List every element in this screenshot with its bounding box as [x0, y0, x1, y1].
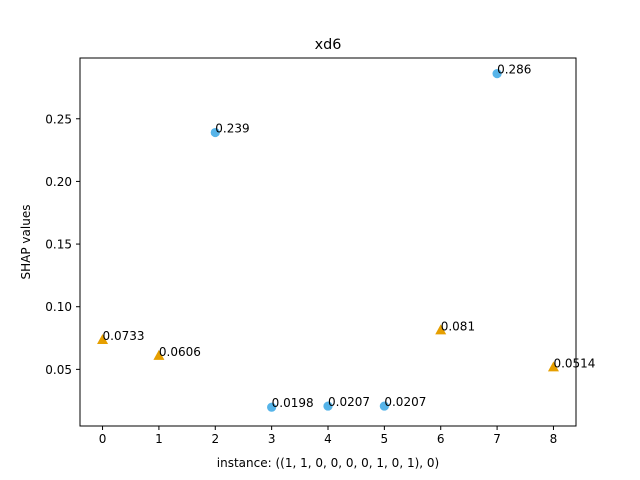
data-label: 0.286	[497, 63, 531, 77]
plot-area: 0 1 2 3 4 5 6 7 8 0.05 0.10 0.15 0.20 0.25 0.239 0.0198…	[45, 63, 595, 446]
data-point-circle	[323, 401, 333, 411]
data-label: 0.0207	[328, 395, 370, 409]
data-point-circle	[210, 127, 220, 138]
data-point-triangle	[153, 349, 165, 360]
y-tick-label: 0.05	[45, 363, 72, 377]
y-tick-label: 0.15	[45, 238, 72, 252]
data-point-circle	[379, 401, 389, 411]
data-label: 0.0198	[272, 396, 314, 410]
x-tick-label: 8	[550, 432, 558, 446]
x-tick-label: 7	[493, 432, 501, 446]
x-tick-label: 4	[324, 432, 332, 446]
data-point-triangle	[547, 361, 559, 372]
data-label: 0.0606	[159, 345, 201, 359]
x-tick-label: 3	[268, 432, 276, 446]
data-label: 0.239	[215, 122, 249, 136]
y-axis-label: SHAP values	[19, 205, 33, 280]
data-label: 0.081	[441, 320, 475, 334]
data-label: 0.0733	[103, 329, 145, 343]
y-tick-label: 0.25	[45, 112, 72, 126]
data-point-triangle	[435, 324, 447, 335]
x-tick-label: 0	[99, 432, 107, 446]
x-tick-label: 6	[437, 432, 445, 446]
data-point-circle	[267, 402, 277, 412]
x-tick-label: 1	[155, 432, 163, 446]
axes-frame	[79, 57, 577, 427]
y-tick-label: 0.10	[45, 300, 72, 314]
x-tick-label: 5	[381, 432, 389, 446]
data-point-triangle	[97, 333, 109, 344]
data-label: 0.0514	[553, 357, 595, 371]
data-label: 0.0207	[384, 395, 426, 409]
x-tick-label: 2	[211, 432, 219, 446]
data-point-circle	[492, 69, 502, 79]
x-axis-label: instance: ((1, 1, 0, 0, 0, 0, 1, 0, 1), …	[217, 456, 439, 470]
chart-title: xd6	[315, 37, 342, 53]
y-tick-label: 0.20	[45, 175, 72, 189]
